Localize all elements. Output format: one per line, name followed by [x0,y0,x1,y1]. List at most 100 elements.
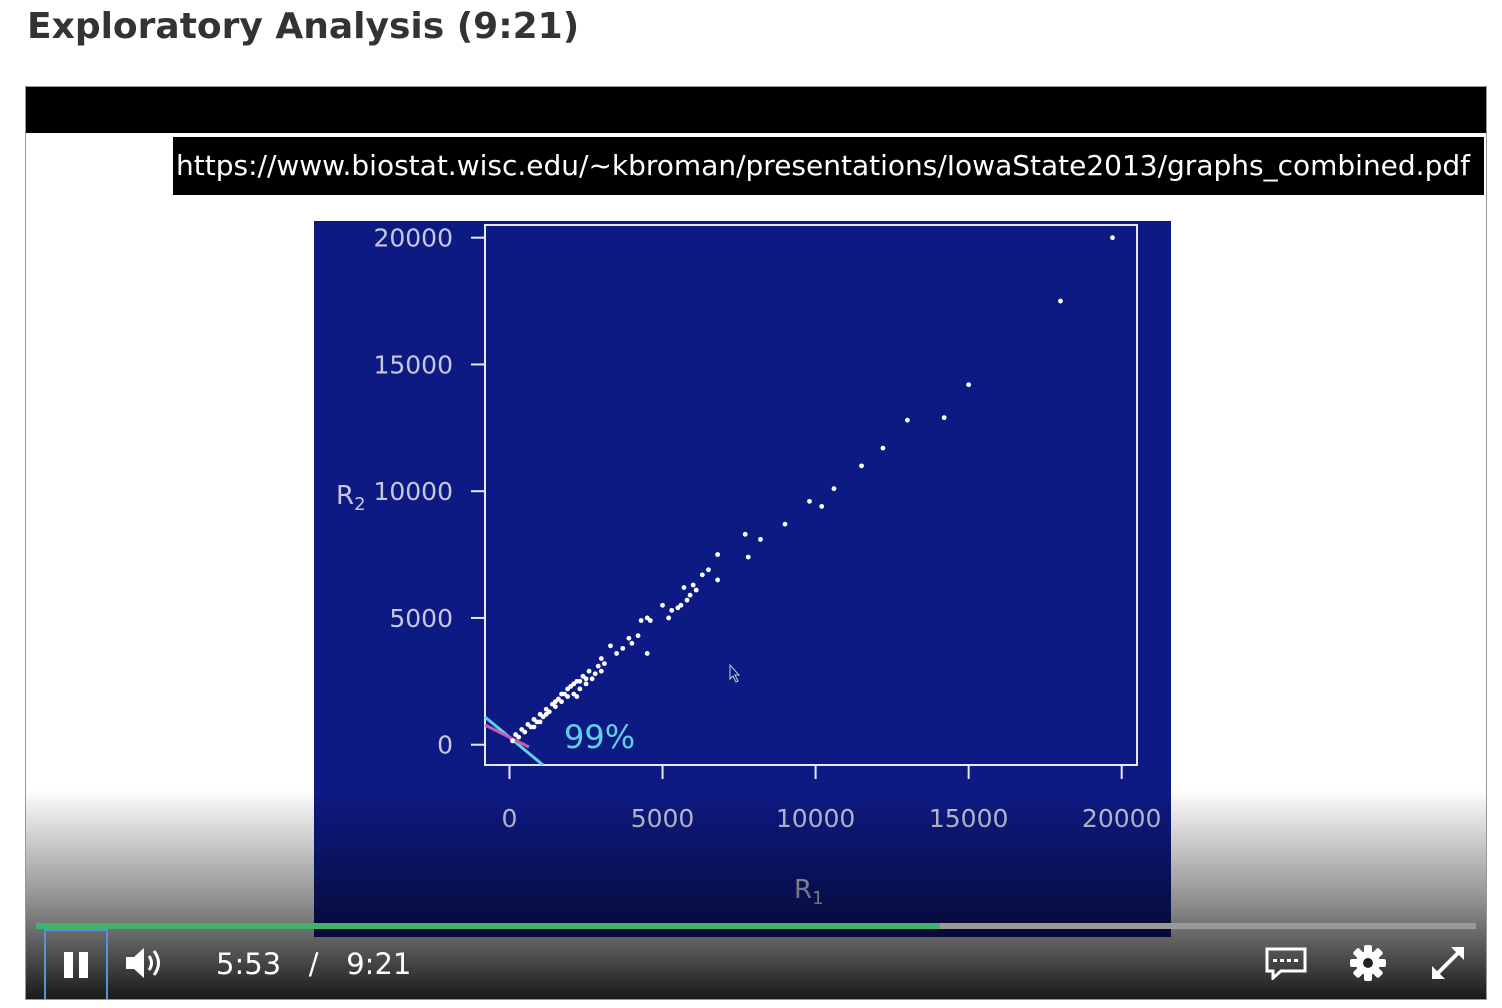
scatter-point [693,587,699,593]
scatter-point [531,716,537,722]
scatter-point [586,668,592,674]
scatter-point [715,577,721,583]
fullscreen-button[interactable] [1424,933,1472,993]
y-tick-label: 5000 [389,604,453,633]
y-axis-label: R2 [336,481,366,515]
scatter-point [620,645,626,651]
scatter-point [859,463,864,469]
duration: 9:21 [346,947,412,981]
captions-button[interactable] [1262,933,1310,993]
volume-icon [126,948,160,978]
scatter-point [598,656,604,661]
x-tick-label: 10000 [776,804,856,833]
fullscreen-icon [1432,947,1464,979]
slide-chart: 0 5000 10000 15000 20000 0 5000 10000 15000 2000… [314,221,1171,937]
y-tick-label: 15000 [373,350,453,379]
scatter-point [525,722,531,727]
scatter-point [669,607,675,613]
scatter-point [519,727,525,732]
scatter-point [510,738,515,744]
scatter-point [583,676,589,682]
scatter-point [598,668,604,674]
progress-bar[interactable] [36,923,1476,929]
volume-button[interactable] [122,933,170,993]
scatter-point [966,382,972,388]
progress-played [36,923,941,929]
time-separator: / [308,947,319,981]
scatter-point [758,536,763,542]
scatter-point [687,592,693,598]
page-title: Exploratory Analysis (9:21) [27,6,580,47]
scatter-point [880,445,886,451]
time-display: 5:53 / 9:21 [216,947,411,981]
y-axis: 0 5000 10000 15000 20000 [373,224,485,760]
annotation-label: 99% [564,718,635,756]
pause-button[interactable] [44,929,108,999]
scatter-point [614,651,620,656]
scatter-point [941,415,947,421]
scatter-point [706,567,711,573]
scatter-point [782,521,788,527]
mouse-cursor-icon [729,663,741,683]
scatter-point [513,732,519,737]
scatter-point [543,711,549,717]
x-axis: 0 5000 10000 15000 20000 [502,765,1161,833]
scatter-point [807,498,812,504]
scatter-point [589,676,595,682]
scatter-point [644,651,650,656]
scatter-point [553,699,558,705]
scatter-point [537,711,543,717]
scatter-point [675,605,681,611]
scatter-point [601,661,607,666]
scatter-point [644,615,650,621]
scatter-point [577,686,583,692]
scatter-point [831,486,837,492]
slide-url-banner: https://www.biostat.wisc.edu/~kbroman/pr… [173,137,1484,195]
scatter-point [1058,298,1063,304]
video-letterbox-top [26,87,1486,133]
x-tick-label: 15000 [929,804,1009,833]
scatter-point [571,681,577,687]
scatter-plot: 0 5000 10000 15000 20000 0 5000 10000 15000 2000… [336,224,1161,909]
plot-area [484,224,1138,766]
current-time: 5:53 [216,947,282,981]
scatter-point [660,602,665,608]
captions-icon [1265,947,1307,980]
scatter-point [531,724,537,730]
scatter-point [715,552,721,557]
scatter-point [565,686,571,692]
x-tick-label: 5000 [631,804,695,833]
control-bar: 5:53 / 9:21 [26,929,1486,999]
scatter-point [543,706,549,712]
scatter-point [608,643,613,649]
scatter-point [577,678,583,684]
scatter-point [635,633,641,639]
scatter-point [559,691,564,697]
x-tick-label: 0 [502,804,518,833]
scatter-point [905,417,910,423]
scatter-point [666,615,672,621]
annotation-line-magenta [484,723,530,749]
scatter-point [626,635,632,641]
scatter-point [745,554,751,560]
y-tick-label: 0 [437,731,453,760]
scatter-point [595,663,601,669]
scatter-point [684,597,690,603]
scatter-point [638,618,644,623]
video-player[interactable]: https://www.biostat.wisc.edu/~kbroman/pr… [25,86,1487,1000]
y-tick-label: 20000 [373,224,453,253]
data-points [510,235,1115,744]
scatter-point [742,531,748,537]
scatter-point [583,681,589,687]
scatter-point [537,719,543,725]
scatter-point [1110,235,1115,241]
x-axis-label: R1 [794,875,824,909]
settings-button[interactable] [1344,933,1392,993]
pause-icon [64,952,88,978]
y-tick-label: 10000 [373,477,453,506]
scatter-point [699,572,705,578]
scatter-point [690,582,696,588]
scatter-point [681,585,687,590]
scatter-point [592,671,598,677]
scatter-point [629,640,635,646]
